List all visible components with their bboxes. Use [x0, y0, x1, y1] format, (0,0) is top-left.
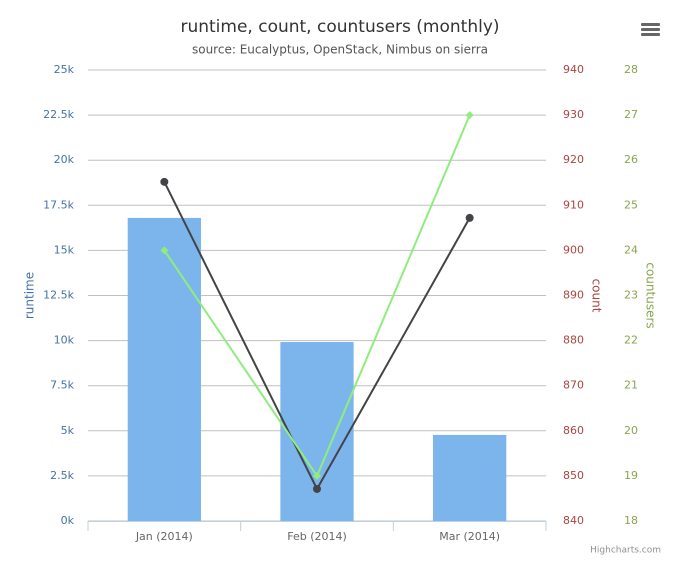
y2-tick-label: 910	[563, 198, 584, 211]
x-tick-label: Jan (2014)	[135, 530, 193, 543]
chart-subtitle: source: Eucalyptus, OpenStack, Nimbus on…	[192, 43, 488, 57]
y2-axis-title: count	[590, 279, 604, 313]
y3-tick-label: 18	[624, 514, 638, 527]
y2-tick-label: 840	[563, 514, 584, 527]
y2-tick-label: 870	[563, 379, 584, 392]
y3-axis-title: countusers	[644, 262, 658, 328]
y3-tick-label: 26	[624, 153, 638, 166]
y-tick-label: 5k	[61, 424, 75, 437]
y-axis-title: runtime	[23, 272, 37, 319]
y2-tick-label: 900	[563, 243, 584, 256]
point	[465, 213, 474, 222]
menu-bar[interactable]	[641, 28, 660, 31]
point	[313, 471, 321, 480]
y-tick-label: 20k	[54, 153, 75, 166]
y3-tick-label: 20	[624, 424, 638, 437]
point	[465, 111, 474, 120]
y-tick-label: 17.5k	[43, 198, 74, 211]
y3-tick-label: 22	[624, 334, 638, 347]
menu-button[interactable]	[641, 23, 660, 36]
chart-title: runtime, count, countusers (monthly)	[180, 17, 499, 37]
y3-tick-label: 21	[624, 379, 638, 392]
y-tick-label: 25k	[54, 63, 75, 76]
x-tick-label: Mar (2014)	[439, 530, 500, 543]
y-tick-label: 10k	[54, 334, 75, 347]
y2-tick-label: 940	[563, 63, 584, 76]
y-tick-label: 22.5k	[43, 108, 74, 121]
bar	[127, 217, 201, 522]
y2-tick-label: 860	[563, 424, 584, 437]
y3-tick-label: 23	[624, 289, 638, 302]
bar	[433, 434, 507, 521]
y3-tick-label: 25	[624, 198, 638, 211]
menu-bar[interactable]	[641, 23, 660, 26]
y-tick-label: 0k	[61, 514, 75, 527]
y2-tick-label: 930	[563, 108, 584, 121]
y2-tick-label: 880	[563, 334, 584, 347]
credits[interactable]: Highcharts.com	[590, 546, 661, 556]
point	[313, 484, 321, 493]
y-tick-label: 2.5k	[50, 469, 74, 482]
y2-tick-label: 850	[563, 469, 584, 482]
point	[160, 177, 169, 186]
bar	[280, 342, 354, 521]
y-tick-label: 7.5k	[50, 379, 74, 392]
x-tick-label: Feb (2014)	[287, 530, 347, 543]
menu-bar[interactable]	[641, 33, 660, 36]
y-tick-label: 15k	[54, 243, 75, 256]
y3-tick-label: 27	[624, 108, 638, 121]
y2-tick-label: 890	[563, 289, 584, 302]
y2-tick-label: 920	[563, 153, 584, 166]
point	[160, 246, 169, 255]
y3-tick-label: 28	[624, 63, 638, 76]
y-tick-label: 12.5k	[43, 289, 74, 302]
y3-tick-label: 24	[624, 243, 638, 256]
y3-tick-label: 19	[624, 469, 638, 482]
